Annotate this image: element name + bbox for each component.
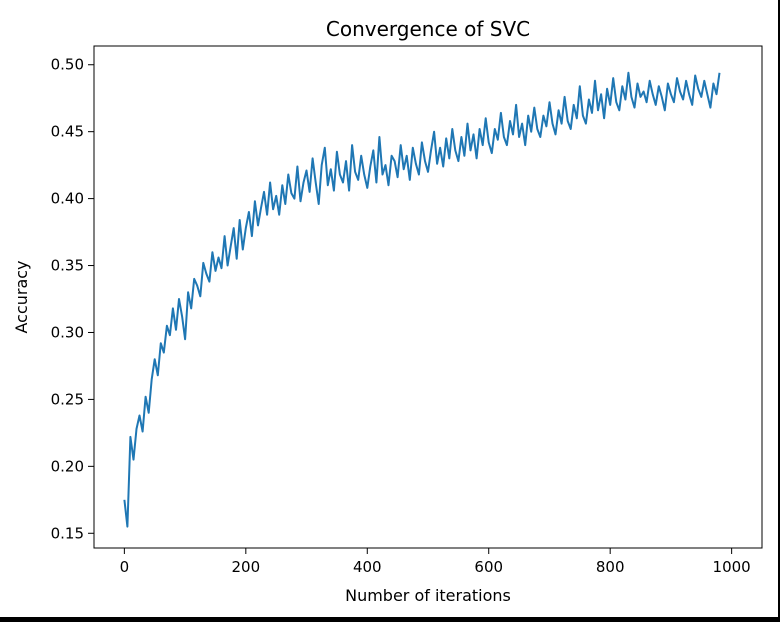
y-axis-title: Accuracy — [12, 260, 31, 333]
plot-area — [123, 71, 721, 528]
x-axis-title: Number of iterations — [345, 586, 511, 605]
y-tick-label: 0.15 — [51, 524, 84, 542]
x-tick-label: 400 — [353, 558, 382, 576]
x-tick-label: 0 — [120, 558, 130, 576]
y-tick-label: 0.30 — [51, 323, 84, 341]
y-tick-label: 0.45 — [51, 123, 84, 141]
x-tick-label: 1000 — [713, 558, 751, 576]
y-tick-label: 0.35 — [51, 257, 84, 275]
chart-title: Convergence of SVC — [326, 17, 530, 41]
y-tick-label: 0.50 — [51, 56, 84, 74]
series-line-0 — [123, 71, 721, 528]
y-tick-label: 0.25 — [51, 390, 84, 408]
x-axis: 0 200 400 600 800 1000 — [120, 548, 751, 576]
y-tick-label: 0.40 — [51, 190, 84, 208]
y-tick-label: 0.20 — [51, 457, 84, 475]
y-axis: 0.15 0.20 0.25 0.30 0.35 0.40 0.45 0.50 — [51, 56, 94, 542]
plot-frame — [93, 45, 763, 549]
x-tick-label: 600 — [474, 558, 503, 576]
x-tick-label: 800 — [596, 558, 625, 576]
x-tick-label: 200 — [231, 558, 260, 576]
